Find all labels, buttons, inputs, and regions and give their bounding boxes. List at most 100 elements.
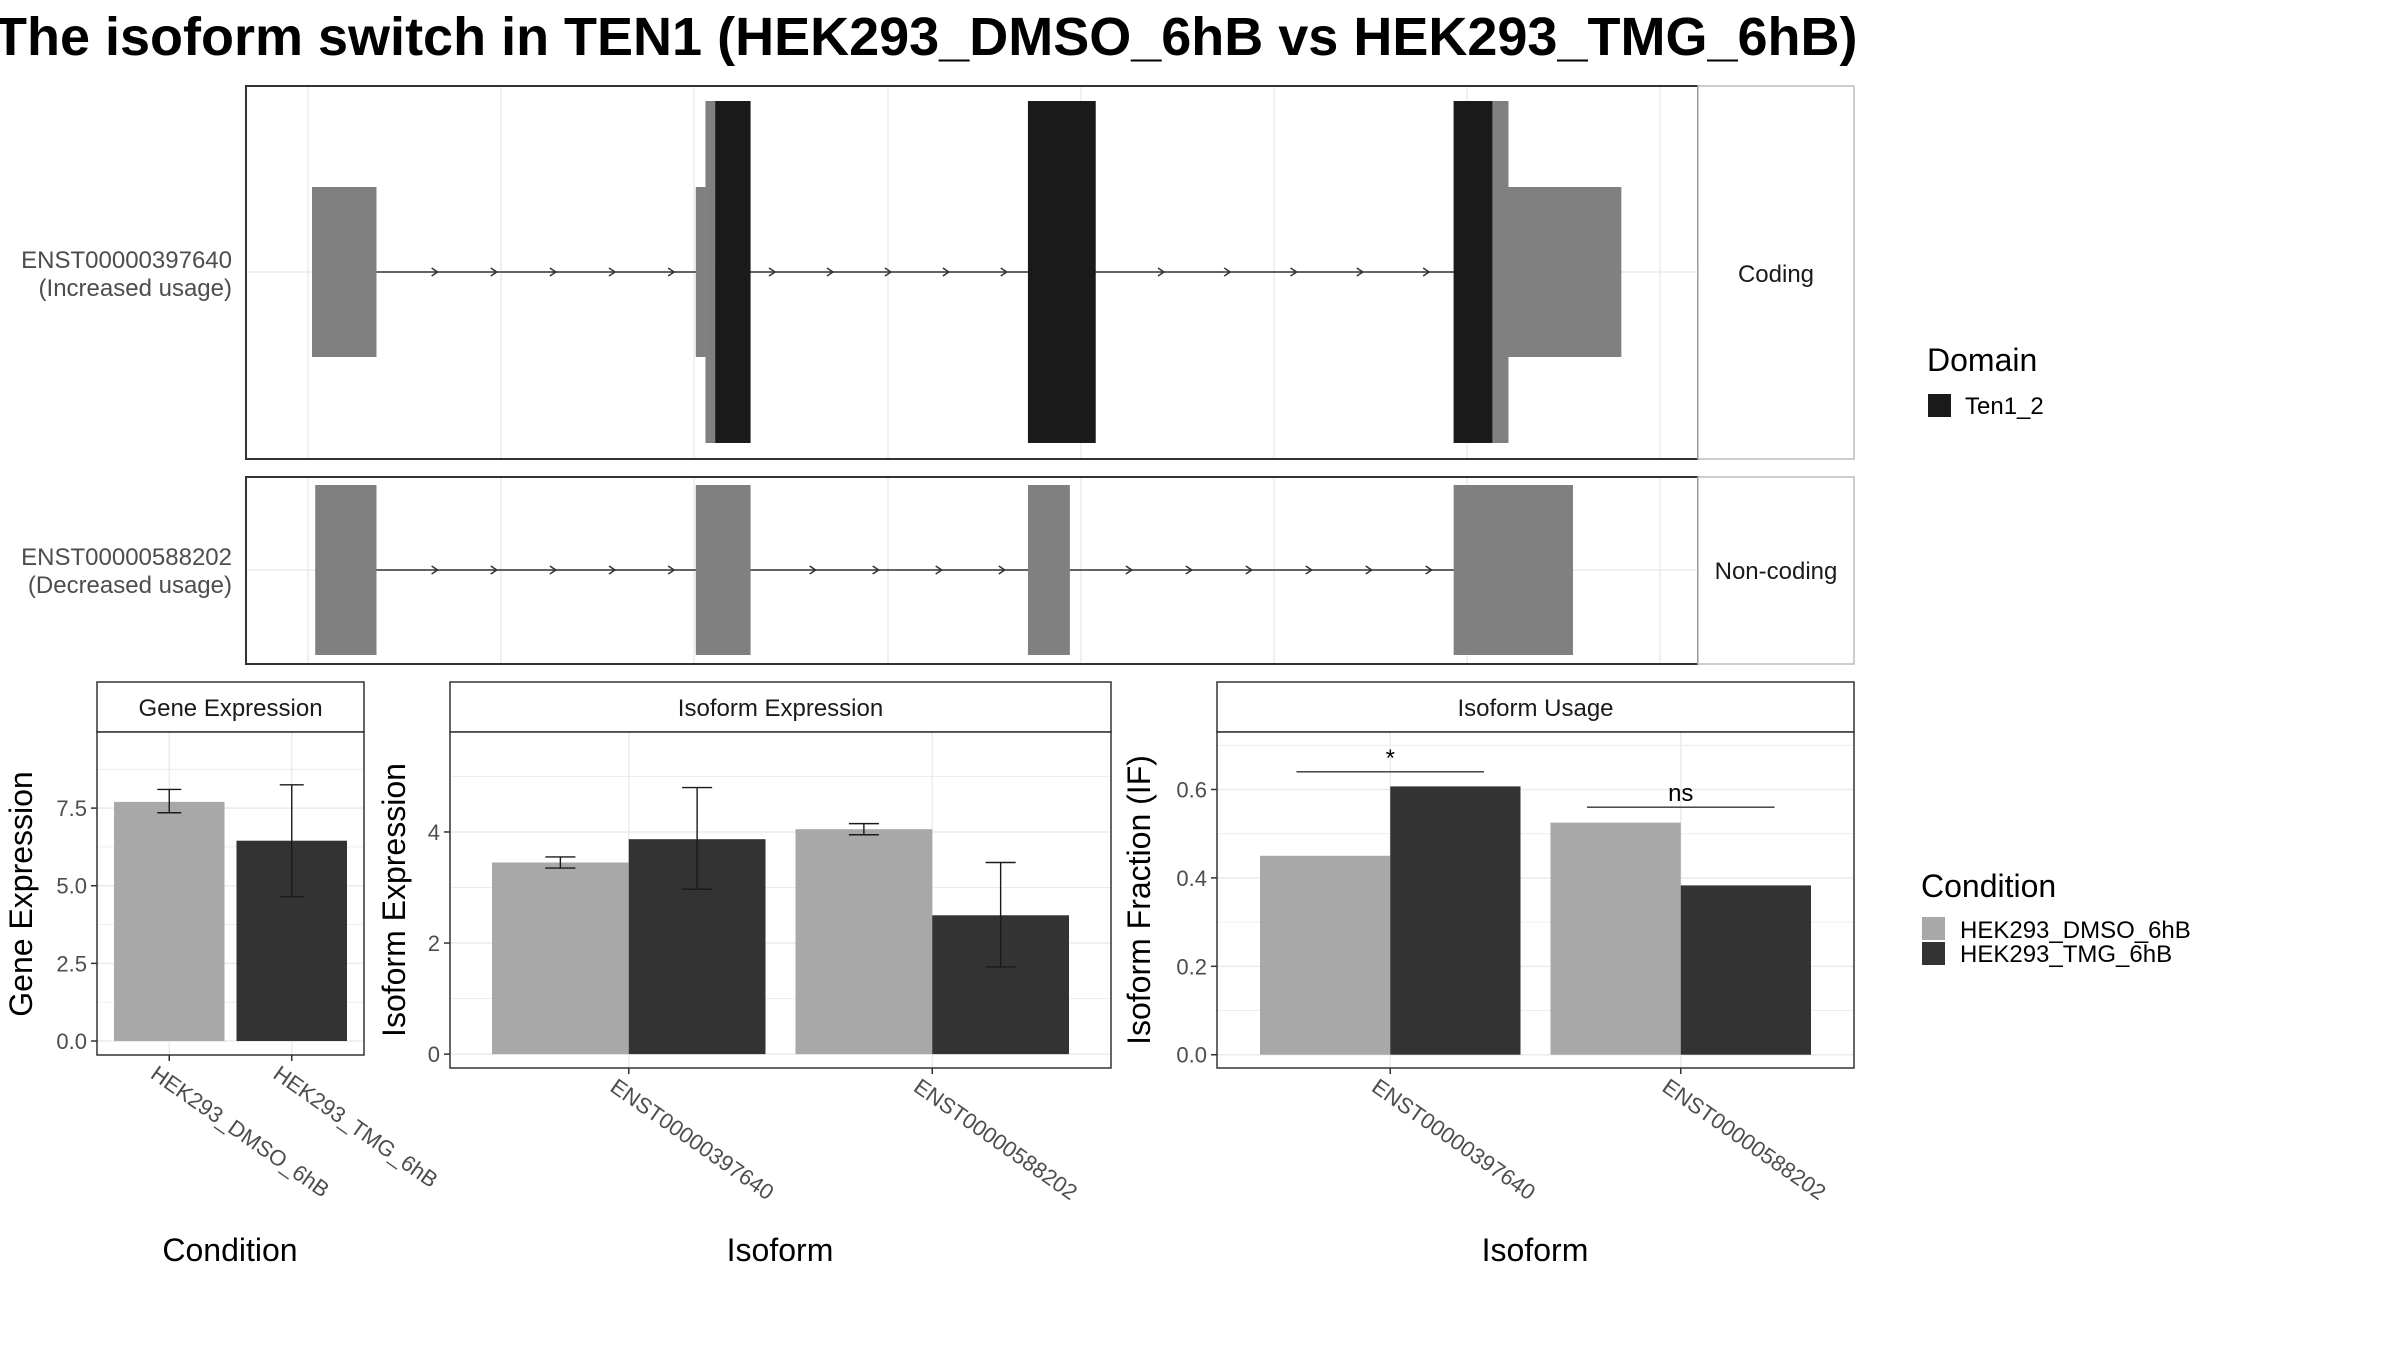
isoform-usage-significance-label: ns	[1668, 780, 1693, 807]
intron-arrow	[1425, 565, 1434, 575]
intron-arrow	[809, 565, 817, 575]
isoform-expression-strip	[449, 681, 1112, 733]
row-label-usage-1: (Increased usage)	[39, 275, 232, 302]
domain-legend-item: Ten1_2	[1965, 393, 2044, 420]
condition-legend-key-tmg	[1922, 942, 1945, 965]
intron-arrow	[884, 267, 893, 277]
intron-arrow	[431, 267, 439, 277]
intron-arrow	[490, 565, 499, 575]
intron-line-1	[312, 267, 1622, 277]
isoform-usage-significance-label: *	[1386, 745, 1395, 772]
isoform-usage-bars	[1260, 786, 1811, 1055]
isoform-expression-errorbars	[545, 786, 1016, 968]
domain-ten1-2-3	[1453, 101, 1493, 443]
isoform-expression-ylabel: Isoform Expression	[376, 763, 412, 1037]
row-label-id-2: ENST00000588202	[21, 544, 232, 571]
isoform-usage-strip	[1216, 681, 1855, 733]
isoform-usage-significance: * ns	[1296, 745, 1775, 808]
isoform-expression-bar-dmso	[795, 829, 933, 1055]
exon-6	[1508, 187, 1622, 357]
intron-arrow	[1305, 565, 1314, 575]
isoform-expression-panel: Isoform Expression 0 2 4 ENST00000397640 EN…	[376, 681, 1112, 1268]
intron-arrow	[549, 565, 558, 575]
domain-legend-key	[1928, 394, 1951, 417]
condition-legend-key-dmso	[1922, 917, 1945, 940]
intron-arrow	[667, 565, 676, 575]
gene-expression-ytick-label: 2.5	[56, 951, 87, 976]
intron-arrow	[1356, 267, 1365, 277]
gene-expression-strip	[96, 681, 365, 733]
intron-arrow	[1000, 267, 1009, 277]
structure-row-1: Coding ENST00000397640 (Increased usage)	[21, 85, 1855, 460]
isoform-expression-ytick-label: 4	[428, 820, 440, 845]
intron-arrow	[1422, 267, 1431, 277]
isoform-usage-bar-tmg	[1680, 885, 1811, 1055]
intron-arrow	[667, 267, 676, 277]
isoform-structure-panel: Coding ENST00000397640 (Increased usage)…	[21, 85, 1855, 665]
strip-noncoding-bg	[1697, 476, 1855, 665]
intron-arrow	[1185, 565, 1194, 575]
intron-arrow	[826, 267, 835, 277]
exon-4	[1453, 485, 1573, 655]
intron-arrow	[431, 565, 439, 575]
intron-arrow	[942, 267, 951, 277]
intron-arrow	[1290, 267, 1298, 277]
intron-arrow	[768, 267, 777, 277]
gene-expression-errorbars	[157, 784, 304, 898]
condition-legend-title: Condition	[1921, 868, 2056, 904]
gene-expression-frame	[96, 731, 365, 1056]
isoform-expression-ytick-label: 2	[428, 931, 440, 956]
intron-arrow	[998, 565, 1007, 575]
domain-ten1-2-1	[715, 101, 751, 443]
gene-expression-ytick-label: 0.0	[56, 1029, 87, 1054]
gene-expression-bar-dmso	[114, 801, 225, 1042]
isoform-usage-ytick-label: 0.2	[1176, 954, 1207, 979]
isoform-usage-xtick-label: ENST00000397640	[1367, 1074, 1540, 1205]
intron-arrow	[1223, 267, 1232, 277]
isoform-usage-yticks: 0.0 0.2 0.4 0.6	[1176, 777, 1217, 1068]
isoform-usage-ytick-label: 0.4	[1176, 866, 1207, 891]
intron-arrow	[608, 267, 617, 277]
isoform-usage-ylabel: Isoform Fraction (IF)	[1121, 755, 1157, 1045]
isoform-expression-yticks: 0 2 4	[428, 820, 450, 1067]
isoform-expression-ytick-label: 0	[428, 1042, 440, 1067]
exon-3	[705, 101, 716, 443]
isoform-usage-bar-dmso	[1550, 822, 1681, 1055]
isoform-expression-xticks: ENST00000397640 ENST00000588202	[606, 1068, 1082, 1205]
isoform-expression-frame	[449, 731, 1112, 1069]
intron-line-2	[315, 565, 1573, 575]
intron-arrow	[1245, 565, 1254, 575]
gene-expression-ytick-label: 7.5	[56, 796, 87, 821]
structure-row-2: Non-coding ENST00000588202 (Decreased us…	[21, 476, 1855, 665]
row-label-id-1: ENST00000397640	[21, 247, 232, 274]
gene-expression-strip-title: Gene Expression	[138, 695, 322, 722]
domain-legend: Domain Ten1_2	[1927, 342, 2044, 420]
isoform-expression-xtick-label: ENST00000588202	[909, 1074, 1082, 1205]
isoform-expression-bar-dmso	[492, 862, 629, 1055]
exon-2	[695, 187, 706, 357]
domain-ten1-2-2	[1027, 101, 1096, 443]
isoform-usage-bar-tmg	[1390, 786, 1521, 1055]
intron-arrow	[935, 565, 944, 575]
intron-arrow	[549, 267, 558, 277]
isoform-usage-ytick-label: 0.6	[1176, 777, 1207, 802]
domain-legend-title: Domain	[1927, 342, 2037, 378]
intron-arrow	[1365, 565, 1374, 575]
isoform-usage-xlabel: Isoform	[1482, 1232, 1589, 1268]
intron-arrow	[1125, 565, 1134, 575]
strip-noncoding-label: Non-coding	[1715, 558, 1838, 585]
strip-coding-bg	[1697, 85, 1855, 460]
isoform-usage-xticks: ENST00000397640 ENST00000588202	[1367, 1068, 1831, 1205]
intron-arrow	[872, 565, 881, 575]
exons-row-1	[312, 101, 1622, 443]
condition-legend-item-dmso: HEK293_DMSO_6hB	[1960, 917, 2191, 944]
gene-expression-yticks: 0.0 2.5 5.0 7.5	[56, 796, 97, 1054]
gene-expression-panel: Gene Expression 0.0 2.5 5.0 7.5 HEK293_DMSO…	[3, 681, 442, 1268]
exon-1	[315, 485, 377, 655]
intron-arrow	[608, 565, 617, 575]
condition-legend: Condition HEK293_DMSO_6hB HEK293_TMG_6hB	[1921, 868, 2191, 968]
exons-row-2	[315, 485, 1573, 655]
gene-expression-xlabel: Condition	[162, 1232, 297, 1268]
